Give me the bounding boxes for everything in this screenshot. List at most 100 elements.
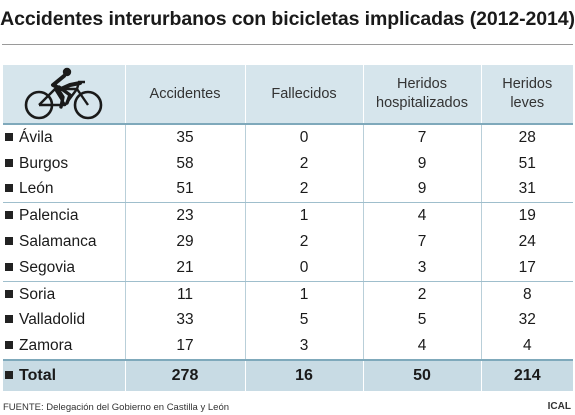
value-cell-2: 3 xyxy=(362,254,481,282)
value-cell-0: 21 xyxy=(124,254,245,282)
header-label: hospitalizados xyxy=(376,95,468,111)
header-col-2: Heridos hospitalizados xyxy=(362,65,481,125)
province-name: Soria xyxy=(19,285,56,303)
value-cell-3: 32 xyxy=(480,307,573,334)
chart-title: Accidentes interurbanos con bicicletas i… xyxy=(0,8,575,30)
province-cell: Ávila xyxy=(3,124,125,151)
value-cell-1: 3 xyxy=(244,333,363,361)
province-cell: Burgos xyxy=(3,151,125,177)
credit-label: ICAL xyxy=(547,401,571,412)
table-header-row: Accidentes Fallecidos Heridos hospitaliza… xyxy=(3,65,573,125)
province-name: Zamora xyxy=(19,337,73,355)
table-row: Palencia 23 1 4 19 xyxy=(3,202,573,230)
total-row: Total 278 16 50 214 xyxy=(3,359,573,392)
square-bullet-icon xyxy=(5,184,13,193)
value-cell-1: 5 xyxy=(244,307,363,334)
table-body: Ávila 35 0 7 28 Burgos 58 2 9 51 León 51 2 9 31 Palenci… xyxy=(3,124,573,392)
square-bullet-icon xyxy=(5,289,13,298)
square-bullet-icon xyxy=(5,262,13,271)
square-bullet-icon xyxy=(5,211,13,220)
title-divider xyxy=(2,44,573,45)
province-cell: Segovia xyxy=(3,254,125,282)
province-name: Valladolid xyxy=(19,311,86,329)
province-name: Total xyxy=(19,367,57,385)
value-cell-2: 2 xyxy=(362,281,481,308)
header-icon-cell xyxy=(3,65,125,125)
table-row: Segovia 21 0 3 17 xyxy=(3,254,573,282)
province-name: León xyxy=(19,180,54,198)
value-cell-1: 16 xyxy=(244,359,363,392)
header-label: Heridos xyxy=(397,76,447,92)
value-cell-2: 4 xyxy=(362,333,481,361)
value-cell-1: 2 xyxy=(244,229,363,255)
province-cell: Soria xyxy=(3,281,125,307)
province-name: Segovia xyxy=(19,258,76,276)
value-cell-1: 0 xyxy=(244,124,363,151)
value-cell-0: 23 xyxy=(124,202,245,230)
square-bullet-icon xyxy=(5,341,13,350)
value-cell-2: 7 xyxy=(362,124,481,151)
header-label: Accidentes xyxy=(149,85,221,102)
value-cell-1: 2 xyxy=(244,176,363,204)
value-cell-3: 51 xyxy=(480,150,573,177)
table-row: Soria 11 1 2 8 xyxy=(3,281,573,308)
source-note: FUENTE: Delegación del Gobierno en Casti… xyxy=(3,402,230,413)
value-cell-0: 17 xyxy=(124,333,245,361)
province-cell: Zamora xyxy=(3,333,125,360)
value-cell-1: 1 xyxy=(244,281,363,308)
province-name: Ávila xyxy=(19,128,53,146)
value-cell-3: 28 xyxy=(480,124,573,151)
value-cell-2: 9 xyxy=(362,176,481,204)
province-name: Burgos xyxy=(19,154,69,172)
value-cell-0: 35 xyxy=(124,124,245,151)
value-cell-3: 31 xyxy=(480,176,573,204)
table-row: Valladolid 33 5 5 32 xyxy=(3,307,573,334)
value-cell-1: 1 xyxy=(244,202,363,230)
value-cell-2: 7 xyxy=(362,229,481,255)
table-row: León 51 2 9 31 xyxy=(3,176,573,204)
province-name: Palencia xyxy=(19,207,79,225)
value-cell-0: 51 xyxy=(124,176,245,204)
value-cell-3: 8 xyxy=(480,281,573,308)
value-cell-2: 50 xyxy=(362,359,481,392)
header-label: Fallecidos xyxy=(271,85,337,102)
province-cell: León xyxy=(3,176,125,204)
cyclist-icon xyxy=(24,67,103,120)
table-row: Ávila 35 0 7 28 xyxy=(3,124,573,151)
value-cell-0: 33 xyxy=(124,307,245,334)
square-bullet-icon xyxy=(5,315,13,324)
province-cell: Valladolid xyxy=(3,308,125,334)
value-cell-3: 24 xyxy=(480,229,573,255)
province-cell: Total xyxy=(3,359,125,392)
header-col-0: Accidentes xyxy=(124,65,245,125)
value-cell-0: 29 xyxy=(124,229,245,255)
value-cell-1: 0 xyxy=(244,254,363,282)
value-cell-2: 4 xyxy=(362,202,481,230)
value-cell-0: 11 xyxy=(124,281,245,308)
header-label: Heridos xyxy=(502,76,553,92)
header-label: leves xyxy=(510,95,545,111)
table-row: Salamanca 29 2 7 24 xyxy=(3,229,573,255)
table-row: Zamora 17 3 4 4 xyxy=(3,333,573,361)
header-col-1: Fallecidos xyxy=(244,65,363,125)
province-cell: Palencia xyxy=(3,203,125,229)
value-cell-3: 4 xyxy=(480,333,573,361)
value-cell-1: 2 xyxy=(244,150,363,177)
value-cell-0: 278 xyxy=(124,359,245,392)
square-bullet-icon xyxy=(5,132,13,141)
value-cell-0: 58 xyxy=(124,150,245,177)
value-cell-3: 17 xyxy=(480,254,573,282)
square-bullet-icon xyxy=(5,237,13,246)
data-table-container: Accidentes Fallecidos Heridos hospitaliza… xyxy=(3,65,573,395)
province-cell: Salamanca xyxy=(3,229,125,255)
header-col-3: Heridos leves xyxy=(480,65,573,125)
value-cell-3: 19 xyxy=(480,202,573,230)
square-bullet-icon xyxy=(5,158,13,167)
data-table: Accidentes Fallecidos Heridos hospitaliza… xyxy=(3,65,573,392)
value-cell-2: 9 xyxy=(362,150,481,177)
square-bullet-icon xyxy=(5,371,13,380)
table-row: Burgos 58 2 9 51 xyxy=(3,150,573,177)
province-name: Salamanca xyxy=(19,233,97,251)
value-cell-2: 5 xyxy=(362,307,481,334)
value-cell-3: 214 xyxy=(480,359,573,392)
